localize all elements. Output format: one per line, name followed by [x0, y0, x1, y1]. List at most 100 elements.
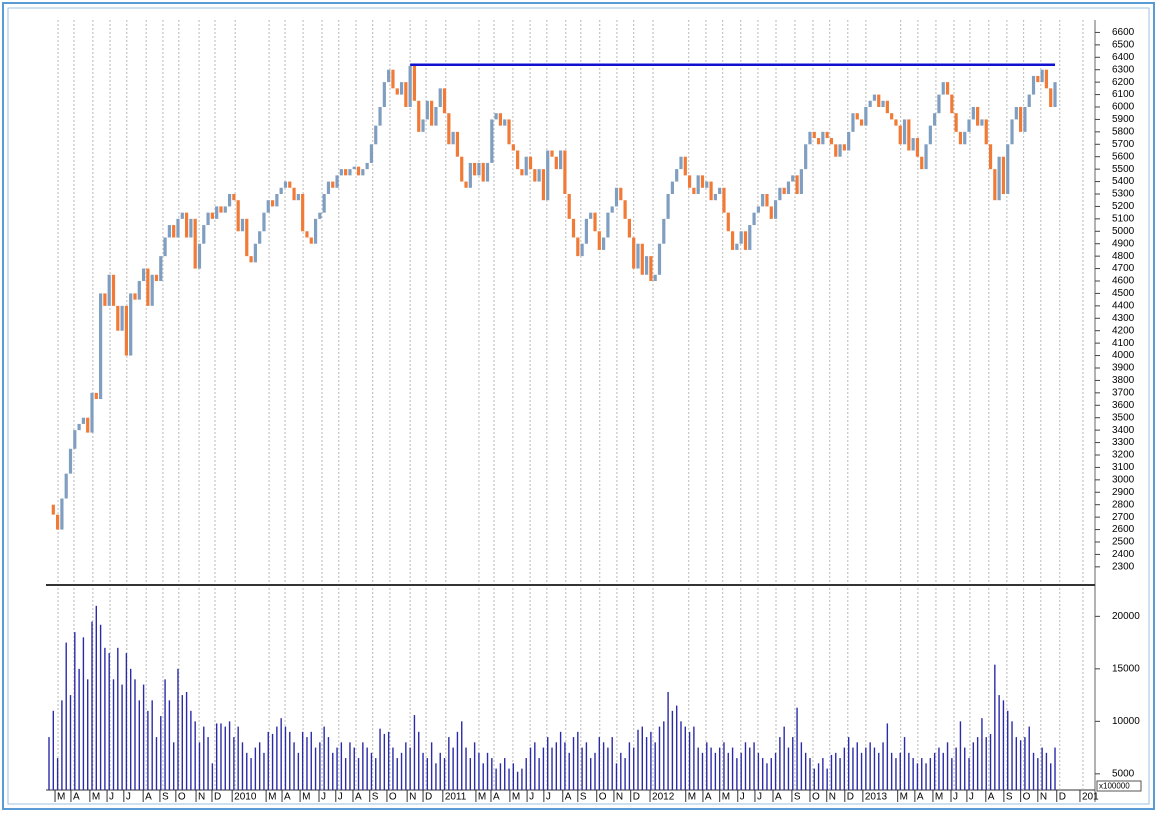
volume-bar [714, 752, 717, 790]
price-bar [580, 243, 584, 257]
volume-bar [306, 737, 308, 790]
volume-bar [400, 752, 403, 790]
x-tick-label: J [546, 792, 551, 803]
volume-bar [723, 742, 725, 790]
price-bar [270, 200, 275, 207]
volume-bar [129, 668, 132, 790]
price-bar [490, 119, 494, 163]
price-bar [503, 119, 507, 126]
volume-bar [155, 737, 158, 790]
volume-bar [99, 624, 102, 790]
volume-bar [813, 768, 815, 790]
x-tick-label: D [1059, 792, 1066, 803]
volume-bar [443, 758, 446, 790]
volume-bar [310, 731, 312, 790]
y-tick-label: 4500 [1112, 288, 1135, 299]
price-bar [997, 156, 1001, 201]
x-tick-label: N [616, 792, 623, 803]
price-bar [313, 218, 318, 244]
volume-bar [138, 700, 140, 790]
volume-bar [473, 742, 476, 790]
x-tick-label: J [529, 792, 534, 803]
volume-bar [353, 747, 355, 790]
price-bar [116, 305, 120, 331]
volume-bar [946, 742, 949, 790]
x-tick-label: O [178, 792, 186, 803]
price-bar [911, 138, 915, 151]
volume-bar [357, 758, 360, 790]
price-bar [920, 156, 924, 170]
price-bar [516, 150, 520, 170]
volume-bar [624, 758, 626, 790]
volume-bar [478, 752, 480, 790]
price-bar [748, 225, 752, 250]
volume-bar [512, 763, 515, 790]
volume-bar [964, 747, 966, 790]
volume-bar [250, 758, 252, 790]
volume-bar [246, 752, 248, 790]
volume-bar [680, 721, 682, 790]
price-bar [417, 100, 421, 132]
price-bar [614, 187, 619, 207]
volume-bar [1032, 752, 1035, 790]
volume-bar [190, 710, 192, 790]
volume-bar [1015, 737, 1018, 790]
price-bar [305, 231, 309, 238]
price-bar [335, 175, 339, 188]
volume-bar [396, 758, 398, 790]
price-bar [202, 225, 206, 244]
volume-bar [955, 747, 957, 790]
price-bar [816, 138, 821, 145]
volume-bar [349, 742, 351, 790]
price-bar [632, 237, 636, 269]
volume-bar [951, 758, 953, 790]
price-bar [494, 113, 498, 120]
y-tick-label: 3200 [1112, 450, 1135, 461]
price-bar [447, 113, 451, 145]
volume-bar [878, 752, 880, 790]
price-bar [1044, 69, 1049, 89]
price-bar [240, 218, 245, 232]
price-bar [649, 256, 653, 281]
price-bar [464, 181, 468, 188]
price-bar [90, 392, 94, 433]
volume-bar [142, 684, 145, 790]
price-bar [808, 131, 812, 145]
volume-bar [671, 710, 674, 790]
price-bar [730, 231, 735, 250]
volume-bar [809, 758, 811, 790]
volume-bar [890, 752, 893, 790]
price-bar [554, 156, 558, 170]
volume-bar [590, 758, 592, 790]
price-bar [602, 237, 606, 250]
price-bar [735, 243, 739, 250]
price-bar [451, 131, 455, 145]
volume-bar [276, 726, 278, 790]
y-tick-label: 5400 [1112, 176, 1135, 187]
volume-bar [632, 747, 635, 790]
volume-bar [366, 747, 368, 790]
volume-bar [112, 679, 115, 790]
price-bar [675, 169, 679, 182]
y-tick-label: 5200 [1112, 201, 1135, 212]
volume-bar [607, 747, 609, 790]
price-bar [859, 119, 864, 126]
volume-bar [164, 679, 166, 790]
volume-bar [1028, 726, 1030, 790]
volume-bar [650, 731, 652, 790]
x-tick-label: O [1023, 792, 1031, 803]
y-tick-label: 3500 [1112, 412, 1135, 423]
volume-bar [908, 752, 910, 790]
x-tick-label: J [109, 792, 114, 803]
volume-bar [551, 747, 553, 790]
volume-bar [774, 752, 777, 790]
volume-bar [736, 758, 738, 790]
volume-bar [284, 726, 287, 790]
price-bar [425, 100, 429, 120]
price-bar [326, 181, 331, 194]
price-bar [258, 231, 262, 244]
volume-bar [525, 758, 527, 790]
price-bar [950, 94, 954, 114]
volume-bar [534, 742, 536, 790]
